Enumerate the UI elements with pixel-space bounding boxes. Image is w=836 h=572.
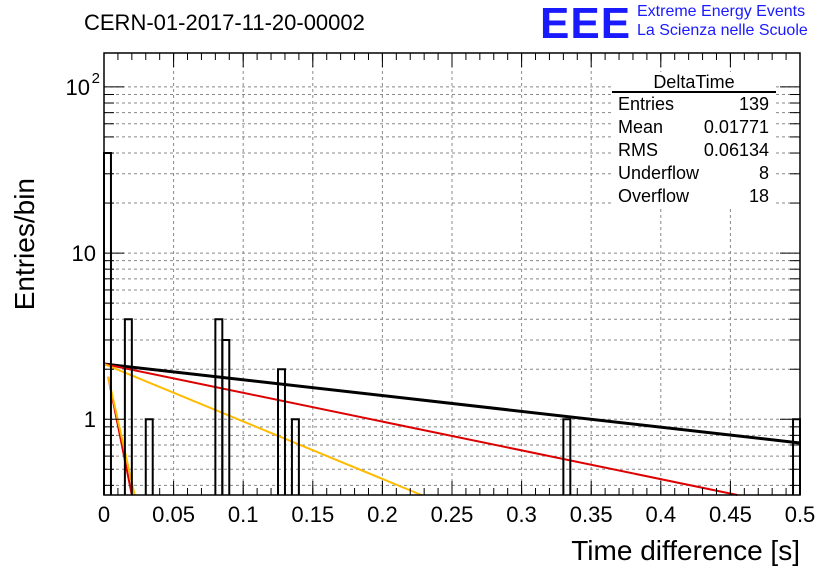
stats-row-value: 139 (739, 94, 769, 114)
eee-logo: EEE (540, 0, 632, 48)
y-tick-label-exponent: 2 (92, 70, 100, 87)
eee-logo-line2: La Scienza nelle Scuole (637, 22, 808, 39)
x-tick-label: 0.4 (646, 502, 677, 527)
grid-layer (104, 53, 800, 495)
axis-tick-labels: 0 0.05 0.1 0.15 0.2 0.25 0.3 0.35 0.4 0.45 0.5 1 10 1… (66, 70, 816, 527)
fit-line (103, 363, 738, 496)
stats-row-value: 18 (749, 186, 769, 206)
fit-lines (103, 362, 801, 496)
x-tick-label: 0.15 (291, 502, 334, 527)
stats-row-label: Overflow (618, 186, 690, 206)
y-axis-label: Entries/bin (9, 178, 40, 310)
x-tick-label: 0.2 (367, 502, 398, 527)
stats-row-label: Underflow (618, 163, 700, 183)
x-tick-label: 0 (98, 502, 110, 527)
histogram-bar (277, 368, 286, 495)
histogram-bar (562, 418, 572, 495)
axis-ticks (103, 53, 801, 495)
x-axis-label: Time difference [s] (571, 535, 800, 566)
fit-line (103, 363, 422, 496)
histogram-bar (792, 418, 801, 495)
x-tick-label: 0.5 (785, 502, 816, 527)
fit-line (107, 376, 136, 496)
histogram-bar (214, 318, 224, 495)
x-tick-label: 0.45 (709, 502, 752, 527)
x-tick-label: 0.3 (506, 502, 537, 527)
stats-box: DeltaTime Entries 139 Mean 0.01771 RMS 0.0613… (612, 72, 776, 208)
x-tick-label: 0.35 (570, 502, 613, 527)
stats-row-value: 0.06134 (704, 140, 769, 160)
histogram-bar (290, 418, 300, 495)
stats-title: DeltaTime (653, 72, 734, 92)
fit-line (103, 362, 801, 445)
stats-row-label: Entries (618, 94, 674, 114)
page-title: CERN-01-2017-11-20-00002 (84, 10, 365, 35)
y-tick-label: 10 (72, 241, 96, 266)
stats-row-value: 8 (759, 163, 769, 183)
stats-row-label: RMS (618, 140, 658, 160)
x-tick-label: 0.05 (152, 502, 195, 527)
y-tick-label: 1 (84, 407, 96, 432)
histogram-bar (144, 418, 154, 495)
stats-row-label: Mean (618, 117, 663, 137)
x-tick-label: 0.1 (228, 502, 259, 527)
stats-row-value: 0.01771 (704, 117, 769, 137)
eee-logo-line1: Extreme Energy Events (637, 3, 806, 20)
histogram-bar (103, 152, 112, 495)
y-tick-label: 10 (66, 75, 90, 100)
histogram-bar (123, 318, 133, 495)
x-tick-label: 0.25 (431, 502, 474, 527)
histogram-bar (221, 338, 231, 495)
